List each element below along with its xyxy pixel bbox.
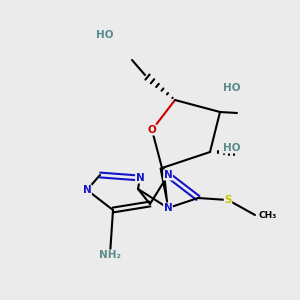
Text: O: O xyxy=(148,125,156,135)
Text: NH₂: NH₂ xyxy=(99,250,121,260)
Text: N: N xyxy=(136,173,144,183)
Text: N: N xyxy=(82,185,91,195)
Text: CH₃: CH₃ xyxy=(259,211,277,220)
Text: HO: HO xyxy=(223,143,241,153)
Text: HO: HO xyxy=(96,30,114,40)
Text: N: N xyxy=(164,203,172,213)
Text: N: N xyxy=(164,170,172,180)
Text: HO: HO xyxy=(223,83,241,93)
Text: S: S xyxy=(224,195,232,205)
Polygon shape xyxy=(160,168,168,208)
